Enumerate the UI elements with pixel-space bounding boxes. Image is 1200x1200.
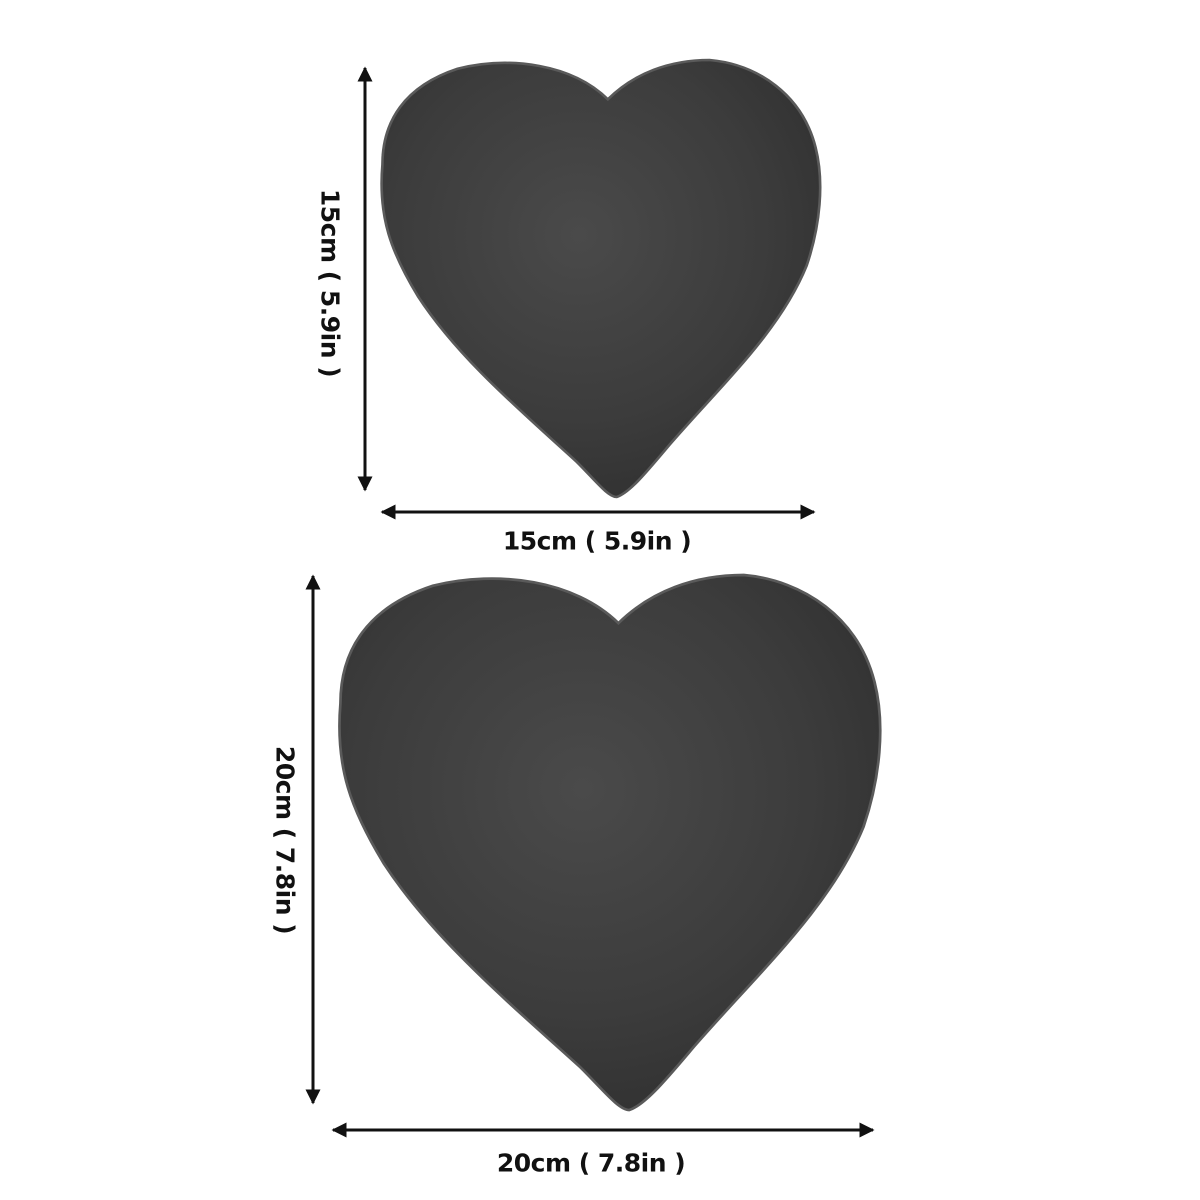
large-width-label: 20cm ( 7.8in ) bbox=[496, 1148, 686, 1178]
small-width-label: 15cm ( 5.9in ) bbox=[502, 526, 692, 556]
large-slate-heart bbox=[339, 575, 880, 1110]
small-slate-heart bbox=[382, 60, 821, 497]
large-height-label: 20cm ( 7.8in ) bbox=[270, 745, 300, 935]
small-height-label: 15cm ( 5.9in ) bbox=[315, 188, 345, 378]
